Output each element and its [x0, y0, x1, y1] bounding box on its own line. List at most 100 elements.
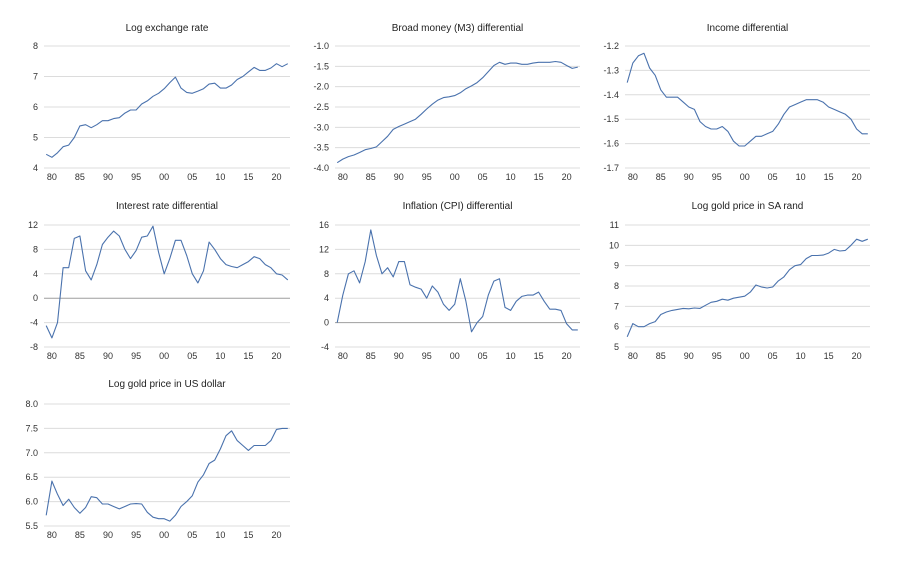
x-tick-label: 05 — [187, 351, 197, 361]
x-tick-label: 10 — [506, 351, 516, 361]
series-line — [626, 52, 868, 147]
x-tick-label: 80 — [628, 172, 638, 182]
y-tick-label: -4 — [321, 342, 329, 352]
x-tick-label: 20 — [852, 351, 862, 361]
x-tick-label: 80 — [47, 530, 57, 540]
x-tick-label: 05 — [478, 172, 488, 182]
x-tick-label: 15 — [534, 351, 544, 361]
panel-4: Interest rate differential -8 -4 0 4 8 12 80 85 9… — [28, 201, 290, 361]
x-tick-label: 20 — [562, 172, 572, 182]
x-tick-label: 85 — [75, 530, 85, 540]
y-tick-label: -1.4 — [603, 90, 619, 100]
y-tick-label: 10 — [609, 240, 619, 250]
x-tick-label: 80 — [338, 351, 348, 361]
y-tick-label: 16 — [319, 220, 329, 230]
panel-1: Log exchange rate 4 5 6 7 8 80 85 90 95 00 05 10 15 20 — [33, 23, 290, 182]
y-tick-label: 6 — [614, 322, 619, 332]
y-tick-label: -2.0 — [313, 82, 329, 92]
y-tick-label: 12 — [28, 220, 38, 230]
panel-title: Log exchange rate — [126, 23, 209, 34]
y-tick-label: 8 — [324, 269, 329, 279]
x-tick-label: 80 — [47, 351, 57, 361]
y-tick-label: -1.7 — [603, 163, 619, 173]
x-tick-label: 05 — [768, 351, 778, 361]
series-line — [45, 63, 289, 158]
x-tick-label: 05 — [478, 351, 488, 361]
series-line — [336, 229, 578, 333]
series-line — [45, 225, 289, 339]
panel-7: Log gold price in US dollar 5.5 6.0 6.5 7.0 7… — [25, 379, 290, 540]
x-tick-label: 00 — [740, 172, 750, 182]
x-tick-label: 95 — [422, 351, 432, 361]
x-tick-label: 85 — [75, 172, 85, 182]
x-tick-label: 90 — [394, 172, 404, 182]
x-tick-label: 10 — [796, 351, 806, 361]
x-tick-label: 90 — [684, 351, 694, 361]
panel-5: Inflation (CPI) differential -4 0 4 8 12 16 80 8… — [319, 201, 580, 361]
y-tick-label: 5.5 — [25, 521, 38, 531]
series-line — [45, 427, 288, 522]
panel-title: Interest rate differential — [116, 201, 218, 212]
y-tick-label: 5 — [614, 342, 619, 352]
y-tick-label: -3.0 — [313, 122, 329, 132]
x-tick-label: 95 — [131, 351, 141, 361]
x-tick-label: 95 — [712, 351, 722, 361]
y-tick-label: 4 — [324, 293, 329, 303]
y-tick-label: 0 — [324, 318, 329, 328]
x-tick-label: 00 — [159, 172, 169, 182]
x-tick-label: 90 — [684, 172, 694, 182]
x-tick-label: 10 — [506, 172, 516, 182]
y-tick-label: 12 — [319, 244, 329, 254]
y-tick-label: -4 — [30, 318, 38, 328]
y-tick-label: -1.6 — [603, 139, 619, 149]
x-tick-label: 00 — [450, 351, 460, 361]
x-tick-label: 95 — [131, 530, 141, 540]
y-tick-label: 5 — [33, 133, 38, 143]
x-tick-label: 15 — [534, 172, 544, 182]
x-tick-label: 15 — [243, 351, 253, 361]
series-line — [336, 60, 578, 164]
x-tick-label: 15 — [824, 351, 834, 361]
x-tick-label: 80 — [628, 351, 638, 361]
y-tick-label: 8 — [614, 281, 619, 291]
y-tick-label: 11 — [610, 220, 619, 230]
y-tick-label: -1.0 — [313, 41, 329, 51]
x-tick-label: 95 — [712, 172, 722, 182]
x-tick-label: 20 — [852, 172, 862, 182]
panel-title: Broad money (M3) differential — [392, 23, 524, 34]
x-tick-label: 80 — [47, 172, 57, 182]
x-tick-label: 90 — [394, 351, 404, 361]
y-tick-label: 6 — [33, 102, 38, 112]
y-tick-label: 6.0 — [25, 497, 38, 507]
y-tick-label: 8.0 — [25, 399, 38, 409]
x-tick-label: 85 — [75, 351, 85, 361]
y-tick-label: 7 — [33, 72, 38, 82]
y-tick-label: -4.0 — [313, 163, 329, 173]
x-tick-label: 00 — [159, 530, 169, 540]
x-tick-label: 10 — [215, 351, 225, 361]
panel-title: Log gold price in US dollar — [108, 379, 226, 390]
y-tick-label: -8 — [30, 342, 38, 352]
y-tick-label: 0 — [33, 293, 38, 303]
x-tick-label: 05 — [187, 172, 197, 182]
x-tick-label: 05 — [187, 530, 197, 540]
y-tick-label: 4 — [33, 269, 38, 279]
x-tick-label: 10 — [215, 530, 225, 540]
x-tick-label: 90 — [103, 172, 113, 182]
x-tick-label: 15 — [243, 172, 253, 182]
y-tick-label: 8 — [33, 244, 38, 254]
x-tick-label: 85 — [366, 172, 376, 182]
y-tick-label: 7 — [614, 301, 619, 311]
x-tick-label: 20 — [272, 530, 282, 540]
x-tick-label: 80 — [338, 172, 348, 182]
x-tick-label: 00 — [740, 351, 750, 361]
panel-title: Income differential — [707, 23, 789, 34]
x-tick-label: 00 — [159, 351, 169, 361]
x-tick-label: 85 — [656, 351, 666, 361]
x-tick-label: 95 — [131, 172, 141, 182]
y-tick-label: -1.3 — [603, 65, 619, 75]
x-tick-label: 90 — [103, 351, 113, 361]
series-line — [626, 238, 868, 338]
